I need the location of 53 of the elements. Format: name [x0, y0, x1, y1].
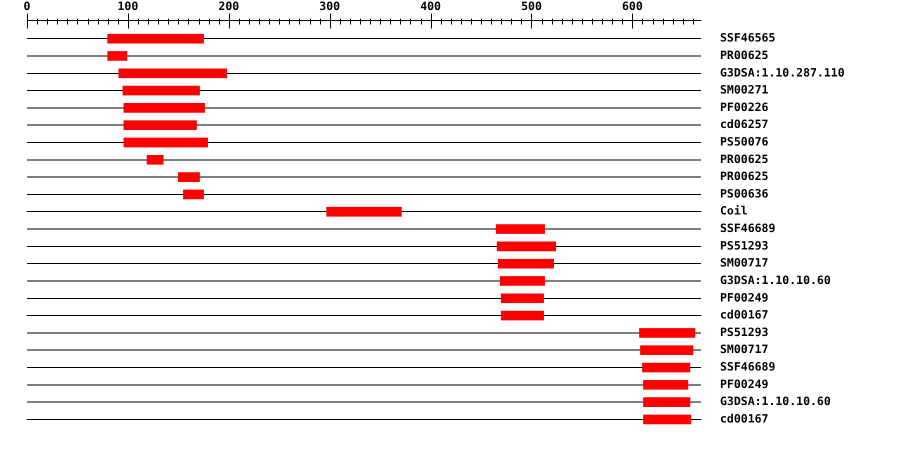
y-tick-label: PF00226 [720, 100, 769, 114]
bar [183, 190, 204, 200]
y-tick-label: SM00717 [720, 256, 769, 270]
bar [124, 138, 208, 148]
y-tick-label: PR00625 [720, 169, 769, 184]
y-tick-label: SM00717 [720, 342, 769, 356]
bar [496, 242, 556, 252]
y-tick-label: G3DSA:1.10.287.110 [720, 65, 845, 80]
y-tick-label: SSF46689 [720, 221, 776, 236]
x-tick-label: 500 [521, 0, 542, 14]
bar [496, 224, 545, 234]
y-tick-label: PR00625 [720, 48, 769, 62]
y-tick-label: cd00167 [720, 411, 769, 426]
y-tick-label: cd00167 [720, 308, 769, 322]
bar [118, 68, 228, 78]
y-tick-label: cd06257 [720, 117, 769, 132]
x-tick-label: 600 [622, 0, 643, 14]
x-tick-label: 400 [420, 0, 442, 14]
x-tick-label: 0 [24, 0, 31, 14]
bar [178, 172, 200, 182]
bar [124, 120, 197, 130]
bar [640, 345, 694, 356]
y-tick-label: PS51293 [720, 238, 769, 252]
y-tick-label: PS51293 [720, 324, 769, 339]
bar [326, 206, 402, 217]
bar [642, 362, 690, 372]
x-tick-label: 200 [218, 0, 240, 14]
bar [498, 258, 554, 268]
y-tick-label: Coil [720, 204, 748, 218]
y-tick-label: PR00625 [720, 152, 769, 166]
y-tick-label: PS50076 [720, 134, 769, 148]
bar [643, 397, 690, 407]
bar [124, 103, 205, 113]
bar [107, 51, 128, 61]
y-tick-label: SSF46689 [720, 360, 776, 374]
x-tick-label: 100 [118, 0, 138, 14]
bar [500, 276, 545, 286]
y-tick-label: PS00636 [720, 186, 769, 200]
y-tick-label: G3DSA:1.10.10.60 [720, 394, 831, 408]
y-tick-label: G3DSA:1.10.10.60 [720, 272, 831, 287]
bar [500, 310, 544, 320]
y-tick-label: SSF46565 [720, 30, 776, 45]
bar [146, 154, 164, 165]
bar [643, 414, 692, 424]
x-tick-label: 300 [319, 0, 340, 14]
bar [122, 86, 200, 96]
bar [639, 328, 696, 338]
y-tick-label: SM00271 [720, 82, 769, 97]
y-tick-label: PF00249 [720, 376, 769, 391]
bar [643, 380, 688, 390]
bar [107, 34, 204, 44]
bar [500, 293, 544, 304]
y-tick-label: PF00249 [720, 290, 769, 304]
